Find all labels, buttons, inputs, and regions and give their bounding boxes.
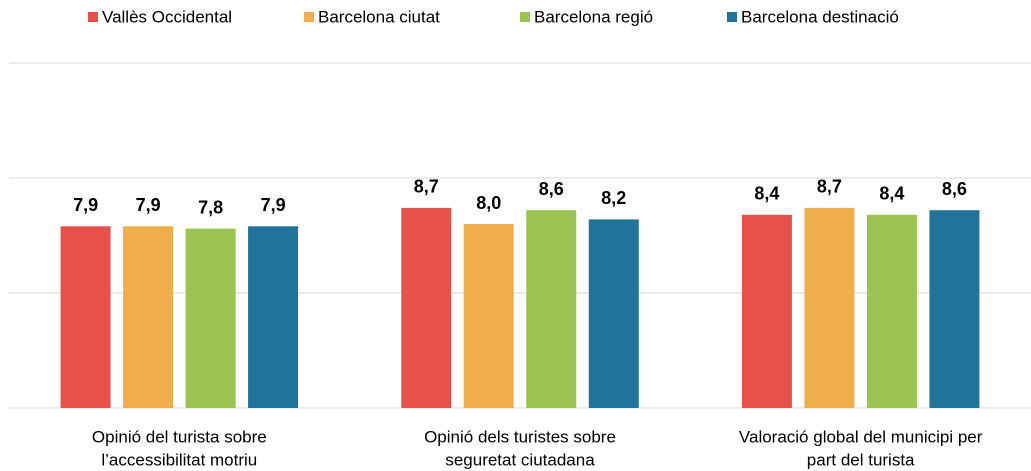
x-tick-label: l’accessibilitat motriu — [101, 450, 257, 469]
bar — [866, 214, 917, 408]
bar — [401, 207, 452, 408]
value-label: 8,7 — [414, 177, 439, 197]
legend-swatch — [520, 12, 530, 22]
bar — [588, 219, 639, 408]
bar — [804, 207, 855, 408]
value-label: 8,2 — [601, 188, 626, 208]
value-label: 7,9 — [73, 195, 98, 215]
legend-swatch — [727, 12, 737, 22]
value-label: 7,9 — [261, 195, 286, 215]
value-label: 8,0 — [476, 193, 501, 213]
legend-label: Barcelona regió — [534, 7, 653, 26]
bar — [741, 214, 792, 408]
bar — [248, 226, 299, 408]
value-label: 8,7 — [817, 177, 842, 197]
legend-swatch — [88, 12, 98, 22]
x-tick-label: seguretat ciutadana — [445, 450, 595, 469]
bar — [463, 224, 514, 408]
value-label: 7,9 — [136, 195, 161, 215]
x-tick-label: Opinió del turista sobre — [92, 427, 267, 446]
value-label: 8,4 — [879, 184, 904, 204]
legend-label: Vallès Occidental — [102, 7, 232, 26]
x-tick-label: Opinió dels turistes sobre — [424, 427, 616, 446]
x-tick-label: part del turista — [807, 450, 915, 469]
bar — [123, 226, 174, 408]
legend-swatch — [304, 12, 314, 22]
bar — [929, 210, 980, 408]
value-label: 7,8 — [198, 197, 223, 217]
x-tick-label: Valoració global del municipi per — [739, 427, 983, 446]
value-label: 8,6 — [942, 179, 967, 199]
bar — [185, 228, 236, 408]
legend-label: Barcelona ciutat — [318, 7, 440, 26]
value-label: 8,6 — [539, 179, 564, 199]
bar — [60, 226, 111, 408]
bar — [526, 210, 577, 408]
legend-label: Barcelona destinació — [741, 7, 899, 26]
value-label: 8,4 — [754, 184, 779, 204]
